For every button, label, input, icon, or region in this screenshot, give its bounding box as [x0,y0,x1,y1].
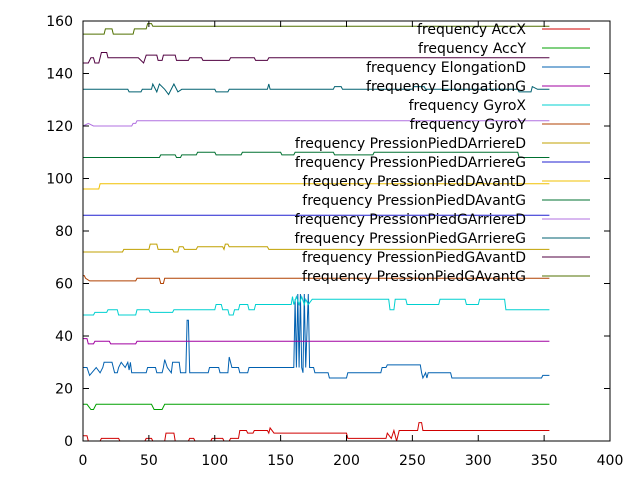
series-line-9 [83,151,550,158]
legend-label: frequency PressionPiedGAvantD [302,250,526,266]
series-line-13 [83,23,550,35]
legend-label: frequency AccY [418,41,526,57]
x-tick-label: 200 [333,453,360,469]
legend-label: frequency PressionPiedDArriereD [295,136,526,152]
series-line-11 [83,82,550,96]
series-line-2 [83,293,550,380]
series-line-10 [82,120,550,127]
legend-label: frequency PressionPiedGArriereD [295,212,526,228]
x-tick-label: 100 [201,453,228,469]
y-tick-label: 40 [55,329,73,345]
legend-label: frequency PressionPiedDArriereG [295,155,526,171]
x-tick-label: 250 [399,453,426,469]
y-tick-label: 160 [46,14,73,30]
series-line-8 [83,183,550,190]
legend-label: frequency GyroX [409,98,527,114]
x-tick-label: 150 [267,453,294,469]
series-line-3 [83,338,550,345]
x-tick-label: 350 [531,453,558,469]
legend-label: frequency PressionPiedDAvantG [302,193,526,209]
y-tick-label: 100 [46,172,73,188]
y-tick-label: 0 [64,434,73,450]
legend-label: frequency PressionPiedDAvantD [302,174,526,190]
series-line-0 [83,422,550,442]
y-tick-label: 20 [55,382,73,398]
y-axis: 0 20 40 60 80 100 120 140 160 [46,14,610,450]
legend-label: frequency GyroY [410,117,527,133]
y-tick-label: 120 [46,119,73,135]
series-line-4 [83,295,550,316]
y-tick-label: 80 [55,224,73,240]
series-line-1 [83,403,550,410]
x-axis: 0 50 100 150 200 250 300 350 400 [79,21,624,469]
legend-label: frequency ElongationD [366,60,526,76]
x-tick-label: 400 [597,453,624,469]
legend-label: frequency PressionPiedGAvantG [302,269,526,285]
series-line-12 [83,52,550,64]
y-tick-label: 140 [46,67,73,83]
y-tick-label: 60 [55,277,73,293]
legend: frequency AccX frequency AccY frequency El… [295,22,590,285]
series-line-6 [83,243,550,253]
legend-label: frequency ElongationG [366,79,526,95]
legend-label: frequency AccX [417,22,526,38]
x-tick-label: 0 [79,453,88,469]
legend-label: frequency PressionPiedGArriereG [295,231,526,247]
series-line-5 [83,275,550,284]
x-tick-label: 50 [140,453,158,469]
series-layer [82,23,550,442]
x-tick-label: 300 [465,453,492,469]
